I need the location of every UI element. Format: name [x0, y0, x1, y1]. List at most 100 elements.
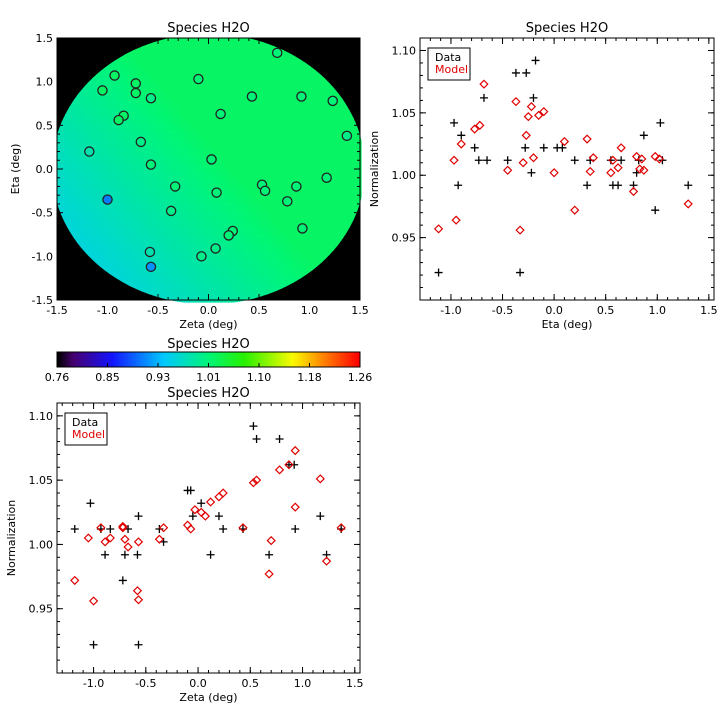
map-field-cell [277, 214, 282, 219]
map-field-cell [193, 50, 198, 55]
map-field-cell [69, 214, 74, 219]
map-field-cell [97, 134, 102, 139]
map-field-cell [73, 190, 78, 195]
map-field-cell [165, 178, 170, 183]
map-field-cell [197, 190, 202, 195]
map-field-cell [281, 126, 286, 131]
map-field-cell [221, 46, 226, 51]
map-field-cell [281, 270, 286, 275]
map-field-cell [261, 42, 266, 47]
map-field-cell [189, 266, 194, 271]
map-field-cell [113, 130, 118, 135]
map-field-cell [189, 50, 194, 55]
map-field-cell [301, 82, 306, 87]
map-field-cell [189, 94, 194, 99]
map-field-cell [201, 42, 206, 47]
map-field-cell [177, 78, 182, 83]
map-field-cell [121, 198, 126, 203]
map-field-cell [273, 138, 278, 143]
map-field-cell [297, 150, 302, 155]
map-field-cell [257, 54, 262, 59]
map-field-cell [217, 258, 222, 263]
map-field-cell [313, 234, 318, 239]
map-field-cell [277, 222, 282, 227]
map-field-cell [205, 166, 210, 171]
map-field-cell [233, 198, 238, 203]
map-field-cell [321, 126, 326, 131]
map-field-cell [133, 198, 138, 203]
map-field-cell [349, 190, 354, 195]
map-field-cell [265, 46, 270, 51]
map-field-cell [197, 106, 202, 111]
map-field-cell [89, 126, 94, 131]
map-field-cell [265, 82, 270, 87]
map-field-cell [217, 142, 222, 147]
map-field-cell [209, 230, 214, 235]
map-field-cell [157, 158, 162, 163]
map-field-cell [277, 78, 282, 83]
map-field-cell [285, 74, 290, 79]
map-field-cell [209, 54, 214, 59]
map-field-cell [125, 106, 130, 111]
map-field-cell [265, 194, 270, 199]
map-field-cell [257, 266, 262, 271]
map-field-cell [161, 266, 166, 271]
map-field-cell [245, 186, 250, 191]
map-field-cell [309, 226, 314, 231]
map-field-cell [277, 62, 282, 67]
map-field-cell [189, 214, 194, 219]
map-field-cell [209, 234, 214, 239]
map-field-cell [313, 238, 318, 243]
map-field-cell [289, 90, 294, 95]
map-field-cell [129, 58, 134, 63]
map-field-cell [145, 190, 150, 195]
map-field-cell [229, 114, 234, 119]
map-field-cell [189, 58, 194, 63]
map-field-cell [309, 258, 314, 263]
map-field-cell [301, 130, 306, 135]
map-field-cell [333, 230, 338, 235]
map-field-cell [161, 110, 166, 115]
map-field-cell [317, 138, 322, 143]
map-field-cell [353, 178, 358, 183]
map-field-cell [137, 274, 142, 279]
map-field-cell [293, 118, 298, 123]
map-field-cell [213, 58, 218, 63]
map-field-cell [101, 210, 106, 215]
map-field-cell [257, 122, 262, 127]
map-field-cell [165, 122, 170, 127]
map-field-cell [225, 226, 230, 231]
map-field-cell [221, 138, 226, 143]
map-field-cell [153, 50, 158, 55]
map-field-cell [269, 250, 274, 255]
map-field-cell [249, 250, 254, 255]
map-field-cell [161, 218, 166, 223]
map-field-cell [201, 150, 206, 155]
map-field-cell [209, 134, 214, 139]
map-field-cell [89, 142, 94, 147]
map-field-cell [213, 86, 218, 91]
map-field-cell [161, 186, 166, 191]
map-field-cell [285, 166, 290, 171]
map-field-cell [97, 154, 102, 159]
map-field-cell [293, 242, 298, 247]
map-field-cell [161, 206, 166, 211]
map-field-cell [273, 102, 278, 107]
map-field-cell [113, 182, 118, 187]
map-field-cell [157, 118, 162, 123]
map-field-cell [317, 222, 322, 227]
map-field-cell [185, 62, 190, 67]
map-field-cell [109, 118, 114, 123]
map-field-cell [185, 206, 190, 211]
map-field-cell [345, 170, 350, 175]
map-field-cell [145, 110, 150, 115]
map-field-cell [57, 150, 62, 155]
map-field-cell [105, 242, 110, 247]
map-field-cell [305, 194, 310, 199]
map-field-cell [281, 190, 286, 195]
map-field-cell [125, 214, 130, 219]
map-field-cell [209, 50, 214, 55]
map-field-cell [125, 122, 130, 127]
map-field-cell [165, 274, 170, 279]
map-field-cell [321, 246, 326, 251]
